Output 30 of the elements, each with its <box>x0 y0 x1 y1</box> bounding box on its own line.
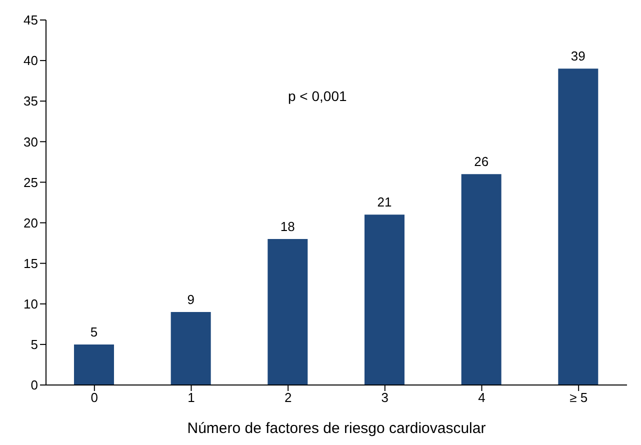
data-label: 9 <box>187 292 194 307</box>
bar <box>268 239 308 385</box>
bar <box>74 344 114 385</box>
y-tick-label: 10 <box>24 296 38 312</box>
annotation: p < 0,001 <box>288 88 347 104</box>
x-tick-label: 4 <box>478 390 486 406</box>
bar <box>170 312 211 385</box>
bar <box>364 214 404 385</box>
y-tick-label: 35 <box>24 94 38 109</box>
x-tick-label: 2 <box>284 390 292 406</box>
bar <box>558 68 598 385</box>
x-tick-label: 3 <box>381 390 389 406</box>
y-tick-label: 40 <box>24 53 38 68</box>
data-label: 5 <box>90 324 98 340</box>
data-label: 21 <box>377 194 392 210</box>
y-tick-label: 15 <box>24 256 38 271</box>
bar <box>461 174 502 385</box>
data-label: 39 <box>570 48 586 64</box>
y-tick-label: 30 <box>24 134 38 150</box>
y-tick-label: 20 <box>24 215 38 230</box>
y-tick-label: 5 <box>30 337 38 352</box>
x-axis-title: Número de factores de riesgo cardiovascular <box>187 420 486 437</box>
data-label: 26 <box>474 154 489 170</box>
y-tick-label: 45 <box>24 12 38 28</box>
y-tick-label: 0 <box>30 378 38 393</box>
x-tick-label: 0 <box>90 390 98 406</box>
x-tick-label: 1 <box>188 390 195 406</box>
data-label: 18 <box>280 219 295 234</box>
y-tick-label: 25 <box>24 174 38 190</box>
x-tick-label: ≥ 5 <box>570 390 588 406</box>
